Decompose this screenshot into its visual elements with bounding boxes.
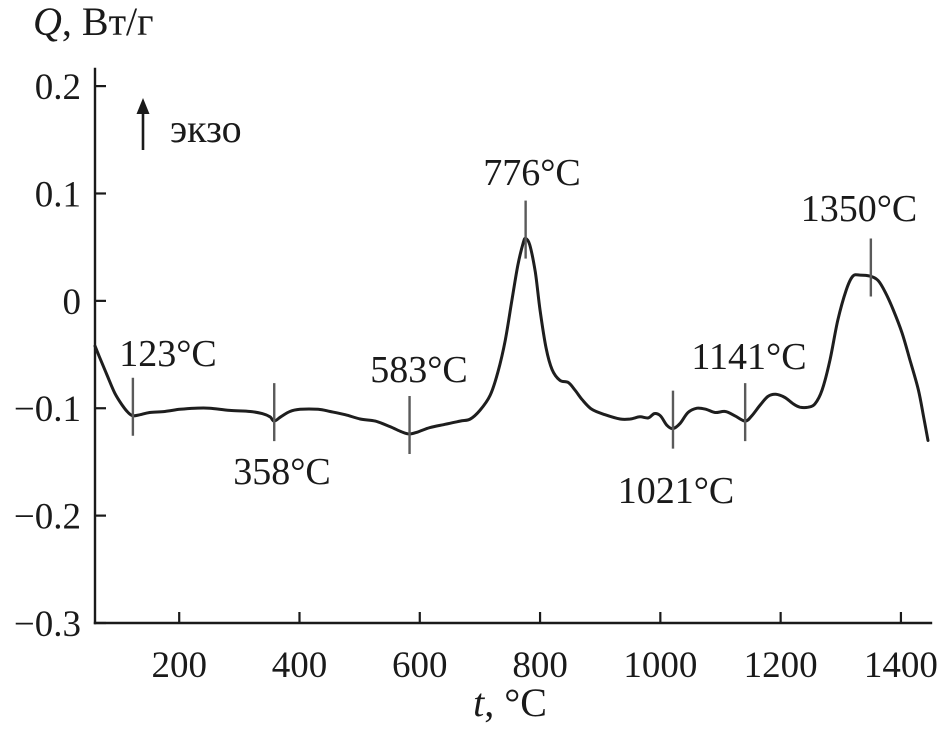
peak-label: 776°C (483, 152, 581, 194)
y-axis-variable: Q (33, 0, 62, 44)
y-ticks: 0.2 0.1 0 −0.1 −0.2 −0.3 (14, 67, 106, 645)
x-tick-label: 1400 (864, 645, 938, 686)
x-tick-label: 600 (392, 645, 448, 686)
exo-indicator: экзо (136, 98, 242, 151)
y-tick-label: 0 (63, 282, 82, 323)
x-ticks: 200 400 600 800 1000 1200 1400 (151, 612, 938, 686)
x-tick-label: 1000 (623, 645, 697, 686)
y-tick-label: −0.3 (14, 604, 81, 645)
peak-label: 123°C (119, 333, 217, 375)
x-axis: 200 400 600 800 1000 1200 1400 (93, 612, 938, 686)
peak-markers (131, 200, 873, 455)
peak-label: 1350°C (801, 188, 918, 230)
peak-label: 1021°C (618, 470, 735, 512)
x-tick-label: 200 (151, 645, 207, 686)
y-tick-label: 0.2 (35, 67, 81, 108)
peak-label: 358°C (233, 451, 331, 493)
y-tick-label: 0.1 (35, 174, 81, 215)
peak-label: 583°C (370, 349, 468, 391)
y-axis-unit: , Вт/г (62, 0, 154, 44)
y-tick-label: −0.2 (14, 497, 81, 538)
dsc-curve (93, 236, 930, 442)
y-axis-title: Q, Вт/г (33, 0, 154, 44)
exo-label: экзо (170, 106, 242, 151)
x-axis-variable: t (473, 680, 485, 725)
arrow-up-icon (136, 98, 150, 150)
x-tick-label: 1200 (744, 645, 818, 686)
x-axis-unit: , °C (484, 680, 547, 725)
y-axis: 0.2 0.1 0 −0.1 −0.2 −0.3 (14, 67, 106, 645)
arrow-head (136, 98, 150, 114)
x-axis-title: t, °C (473, 680, 547, 725)
x-tick-label: 400 (272, 645, 328, 686)
peak-labels: 123°C 358°C 583°C 776°C 1021°C 1141°C 1350°C (119, 152, 917, 512)
y-tick-label: −0.1 (14, 389, 81, 430)
peak-label: 1141°C (691, 336, 806, 378)
x-tick-label: 800 (512, 645, 568, 686)
